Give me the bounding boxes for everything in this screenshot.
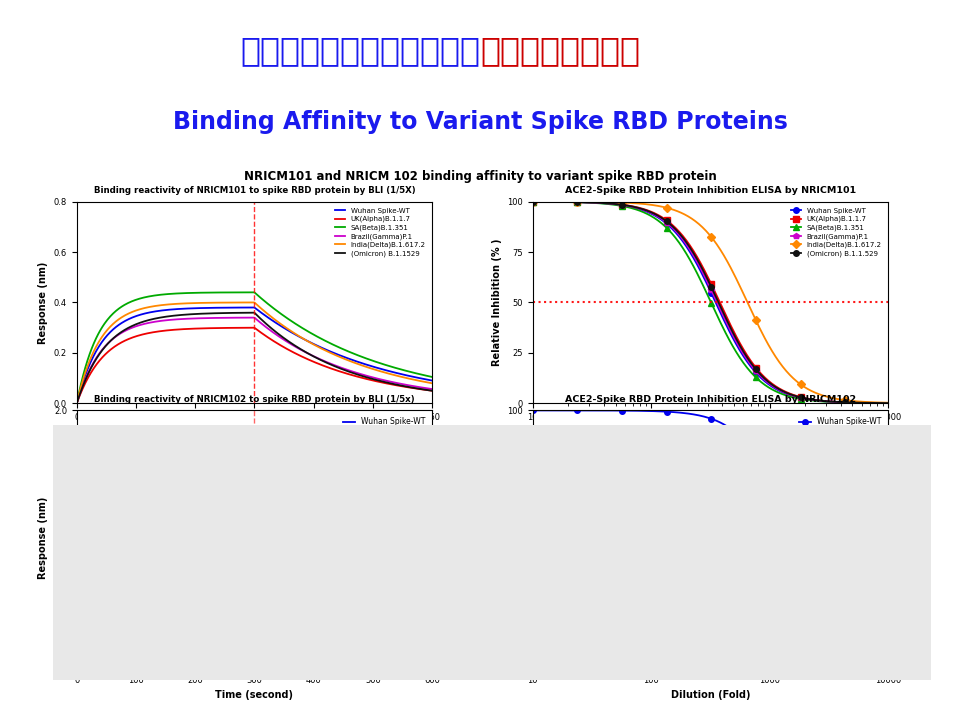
Text: Binding Affinity to Variant Spike RBD Proteins: Binding Affinity to Variant Spike RBD Pr… — [173, 110, 787, 135]
Text: 不受病毒變異影響: 不受病毒變異影響 — [480, 34, 640, 67]
Title: ACE2-Spike RBD Protein Inhibition ELISA by NRICM101: ACE2-Spike RBD Protein Inhibition ELISA … — [564, 186, 856, 195]
X-axis label: Dilution (Fold): Dilution (Fold) — [671, 690, 750, 701]
Legend: Wuhan Spike-WT, UK(Alpha)B.1.1.7, SA(Beta)B.1.351, Brazil(Gamma)P.1, India(Delta: Wuhan Spike-WT, UK(Alpha)B.1.1.7, SA(Bet… — [332, 205, 428, 259]
Y-axis label: Response (nm): Response (nm) — [38, 261, 48, 343]
X-axis label: Dilution (Fold): Dilution (Fold) — [671, 428, 750, 438]
Text: NRICM101 and NRICM 102 binding affinity to variant spike RBD protein: NRICM101 and NRICM 102 binding affinity … — [244, 170, 716, 183]
Y-axis label: Response (nm): Response (nm) — [38, 497, 48, 580]
Legend: Wuhan Spike-WT, UK(Alpha)B.1.1.7, SA(Beta)B.1.351, Brazil(Gamma)P.1, India(Delta: Wuhan Spike-WT, UK(Alpha)B.1.1.7, SA(Bet… — [788, 205, 884, 259]
Legend: Wuhan Spike-WT: Wuhan Spike-WT — [796, 414, 884, 429]
Title: Binding reactivity of NRICM102 to spike RBD protein by BLI (1/5x): Binding reactivity of NRICM102 to spike … — [94, 395, 415, 404]
Text: 清冠一號、二號抗病毒效力: 清冠一號、二號抗病毒效力 — [240, 34, 480, 67]
Y-axis label: Relative Inhibition (% ): Relative Inhibition (% ) — [492, 474, 502, 602]
X-axis label: Time (second): Time (second) — [215, 428, 294, 438]
Title: Binding reactivity of NRICM101 to spike RBD protein by BLI (1/5X): Binding reactivity of NRICM101 to spike … — [93, 186, 416, 195]
Y-axis label: Relative Inhibition (% ): Relative Inhibition (% ) — [492, 238, 502, 366]
X-axis label: Time (second): Time (second) — [215, 690, 294, 701]
Legend: Wuhan Spike-WT: Wuhan Spike-WT — [340, 414, 428, 429]
Title: ACE2-Spike RBD Protein Inhibition ELISA by NRICM102: ACE2-Spike RBD Protein Inhibition ELISA … — [564, 395, 856, 404]
